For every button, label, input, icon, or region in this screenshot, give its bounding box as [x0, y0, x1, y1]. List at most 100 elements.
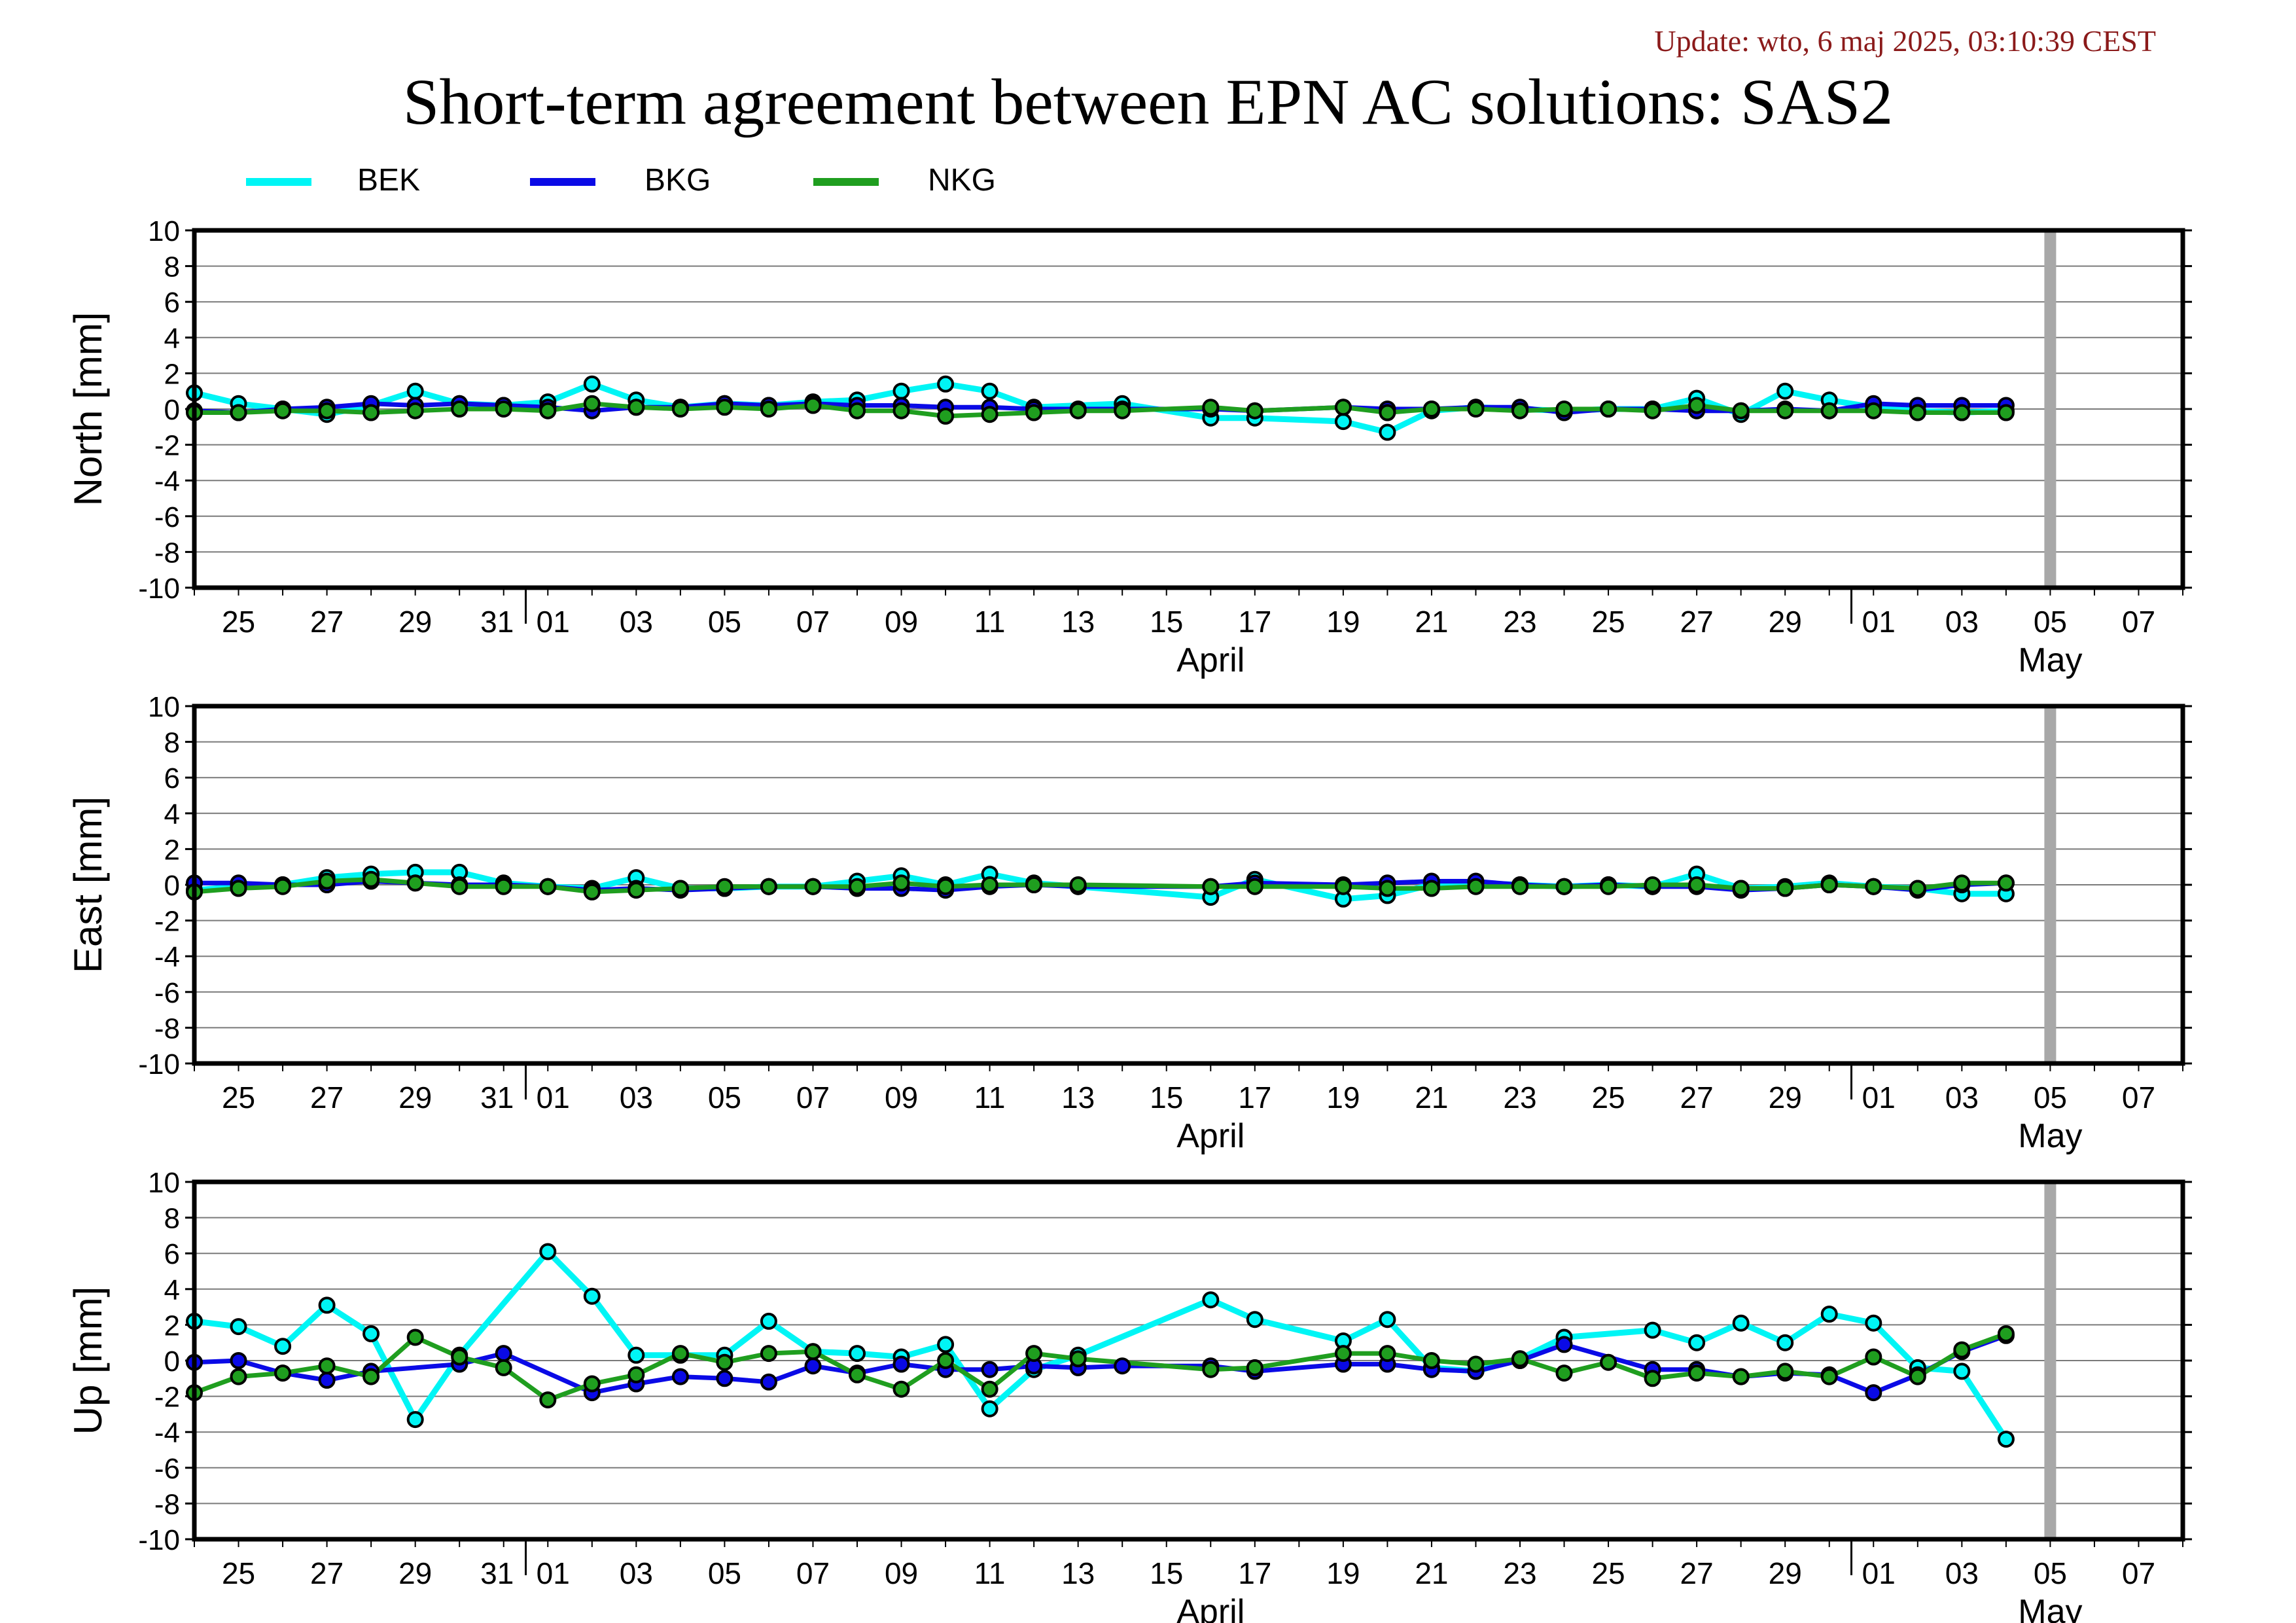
data-point-nkg	[318, 402, 336, 419]
data-point-bek	[627, 1346, 645, 1364]
x-tick-label: 01	[537, 1080, 570, 1115]
x-tick-label: 07	[2122, 1080, 2155, 1115]
data-point-nkg	[1776, 402, 1794, 419]
data-point-nkg	[937, 407, 955, 425]
data-point-nkg	[1820, 1368, 1838, 1385]
data-point-nkg	[539, 1391, 557, 1409]
data-point-bkg	[671, 1368, 689, 1385]
data-point-nkg	[1600, 1353, 1617, 1371]
legend-swatch-bkg	[530, 178, 595, 186]
data-point-bek	[981, 1400, 998, 1418]
data-point-nkg	[362, 1368, 380, 1385]
x-tick-label: 17	[1238, 605, 1271, 639]
x-tick-label: 19	[1326, 1556, 1360, 1590]
data-point-nkg	[1909, 880, 1926, 897]
y-tick-label: -6	[154, 977, 180, 1009]
x-tick-label: 05	[2034, 1080, 2067, 1115]
x-tick-label: 25	[222, 1080, 255, 1115]
data-point-nkg	[1069, 876, 1087, 893]
series-line-bkg	[194, 401, 2006, 415]
x-tick-label: 07	[796, 1080, 830, 1115]
x-tick-label: 25	[222, 1556, 255, 1590]
panel-0: 10 8 6 42 0 -2-4 -6 -8 -10 North [mm] 25 27 29 31 01 03…	[66, 215, 2192, 679]
x-tick-label: 03	[1945, 605, 1979, 639]
data-point-nkg	[892, 402, 910, 419]
data-point-bek	[406, 382, 424, 400]
data-point-nkg	[1776, 1363, 1794, 1380]
y-tick-label: -2	[154, 430, 180, 462]
data-point-nkg	[1334, 878, 1352, 895]
x-tick-label: 15	[1150, 1556, 1183, 1590]
y-axis-label: North [mm]	[66, 312, 110, 507]
data-point-nkg	[1467, 878, 1485, 895]
data-point-bkg	[1555, 1336, 1573, 1353]
x-tick-label: 07	[796, 605, 830, 639]
data-point-nkg	[495, 878, 512, 895]
data-point-bek	[318, 1296, 336, 1314]
data-point-bek	[1953, 1363, 1971, 1380]
data-point-bkg	[1114, 1357, 1131, 1375]
x-tick-label: 29	[1769, 1080, 1802, 1115]
x-tick-label: 01	[537, 605, 570, 639]
data-point-bek	[849, 1345, 866, 1363]
data-point-nkg	[1422, 880, 1440, 897]
data-point-nkg	[1688, 876, 1706, 893]
x-tick-label: 13	[1061, 1556, 1095, 1590]
y-tick-label: 2	[164, 1310, 180, 1342]
data-point-nkg	[716, 399, 733, 416]
plot-frame	[192, 704, 2185, 1066]
y-tick-label: 0	[164, 394, 180, 426]
data-point-nkg	[627, 399, 645, 416]
data-point-nkg	[583, 1375, 601, 1393]
y-tick-label: 6	[164, 762, 180, 794]
data-point-nkg	[1909, 1368, 1926, 1385]
data-point-nkg	[1202, 1361, 1220, 1378]
data-point-bkg	[981, 1361, 998, 1378]
legend-label-nkg: NKG	[928, 163, 997, 198]
data-point-nkg	[981, 1380, 998, 1398]
x-tick-label: 11	[974, 605, 1006, 639]
data-point-nkg	[495, 1359, 512, 1376]
y-tick-label: -4	[154, 941, 180, 973]
series-line-nkg	[194, 401, 2006, 419]
data-point-nkg	[1025, 876, 1043, 893]
x-tick-label: 15	[1150, 1080, 1183, 1115]
x-tick-label: 17	[1238, 1080, 1271, 1115]
x-tick-label: 29	[398, 1556, 432, 1590]
y-tick-label: 0	[164, 870, 180, 902]
data-point-nkg	[892, 874, 910, 892]
data-point-nkg	[1202, 878, 1220, 895]
data-point-nkg	[1114, 402, 1131, 419]
x-tick-label: 05	[708, 605, 741, 639]
data-point-nkg	[1467, 401, 1485, 418]
data-point-nkg	[1025, 404, 1043, 421]
month-label: May	[2018, 1593, 2082, 1623]
data-point-nkg	[1953, 874, 1971, 892]
series-line-bek	[194, 1249, 2009, 1441]
data-point-nkg	[627, 882, 645, 899]
data-point-bek	[981, 382, 998, 400]
data-point-nkg	[804, 397, 822, 414]
data-point-nkg	[362, 404, 380, 421]
data-point-nkg	[760, 878, 777, 895]
data-point-nkg	[318, 1357, 336, 1375]
x-tick-label: 03	[620, 1080, 653, 1115]
x-tick-label: 25	[1591, 1556, 1625, 1590]
x-tick-label: 01	[1862, 1556, 1896, 1590]
data-point-nkg	[892, 1380, 910, 1398]
data-point-bek	[1776, 382, 1794, 400]
x-tick-label: 21	[1415, 1556, 1448, 1590]
data-point-nkg	[406, 1329, 424, 1346]
data-point-nkg	[406, 874, 424, 892]
data-point-bek	[1865, 1314, 1882, 1332]
x-tick-label: 27	[310, 605, 344, 639]
month-label: April	[1176, 1593, 1245, 1623]
data-point-nkg	[1379, 1345, 1396, 1363]
x-tick-label: 13	[1061, 605, 1095, 639]
data-point-nkg	[1865, 878, 1882, 895]
data-point-nkg	[1334, 399, 1352, 416]
x-tick-label: 31	[480, 1556, 514, 1590]
x-tick-label: 11	[974, 1556, 1006, 1590]
data-point-nkg	[716, 878, 733, 895]
